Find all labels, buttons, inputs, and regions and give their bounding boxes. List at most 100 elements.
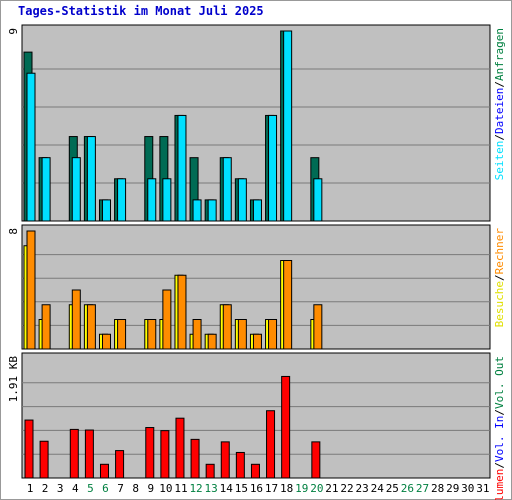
day-label-9: 9 [147,482,154,495]
volume-legend-item: / [493,462,506,469]
requests-legend-item: Anfragen [493,28,506,81]
day-label-7: 7 [117,482,124,495]
visits-bar-rechner-day-2 [41,304,51,350]
volume-bar-volumen-day-17 [266,410,276,479]
requests-legend-item: Dateien [493,88,506,134]
volume-bar-volumen-day-16 [250,463,260,479]
visits-bar-rechner-day-7 [117,319,127,350]
volume-bar-volumen-day-2 [39,440,49,479]
day-label-8: 8 [132,482,139,495]
visits-ymax-label: 8 [7,228,20,235]
volume-legend-item: Vol. In [493,416,506,462]
day-label-1: 1 [27,482,34,495]
visits-bar-rechner-day-5 [86,304,96,350]
day-label-25: 25 [386,482,399,495]
day-label-24: 24 [371,482,385,495]
requests-bar-dateien-day-18 [283,30,293,222]
volume-bar-volumen-day-11 [175,417,185,479]
visits-bar-rechner-day-11 [177,274,187,350]
visits-bar-rechner-day-10 [162,289,172,350]
visits-bar-rechner-day-18 [283,260,293,350]
volume-ymax-label: 1.91 KB [7,356,20,403]
visits-bar-rechner-day-20 [313,304,323,350]
requests-bar-dateien-day-6 [101,199,111,222]
day-label-17: 17 [265,482,278,495]
day-label-18: 18 [280,482,293,495]
visits-bar-rechner-day-4 [71,289,81,350]
day-label-4: 4 [72,482,79,495]
volume-bar-volumen-day-13 [205,463,215,479]
day-label-14: 14 [220,482,234,495]
requests-legend-item: Seiten [493,141,506,181]
day-label-23: 23 [356,482,369,495]
visits-bar-rechner-day-12 [192,319,202,350]
visits-legend-item: Rechner [493,228,506,275]
requests-bar-dateien-day-1 [26,72,36,222]
volume-bar-volumen-day-1 [24,419,34,479]
requests-bar-dateien-day-7 [117,178,127,222]
requests-bar-dateien-day-15 [237,178,247,222]
day-label-26: 26 [401,482,414,495]
volume-legend-item: / [493,409,506,416]
day-label-31: 31 [476,482,489,495]
day-label-29: 29 [446,482,459,495]
requests-bar-dateien-day-2 [41,157,51,222]
day-label-19: 19 [295,482,308,495]
requests-bar-dateien-day-5 [86,136,96,222]
requests-bar-dateien-day-10 [162,178,172,222]
requests-bar-dateien-day-16 [252,199,262,222]
day-label-6: 6 [102,482,109,495]
volume-bar-volumen-day-5 [84,429,94,479]
visits-bar-rechner-day-14 [222,304,232,350]
visits-legend: Besuche/Rechner [493,228,506,328]
visits-bar-rechner-day-1 [26,230,36,350]
day-label-3: 3 [57,482,64,495]
day-label-13: 13 [205,482,218,495]
visits-bar-rechner-day-6 [101,333,111,350]
day-label-15: 15 [235,482,248,495]
requests-bar-dateien-day-17 [268,114,278,222]
volume-bar-volumen-day-6 [99,463,109,479]
volume-legend-item: Volumen [493,469,506,500]
volume-bar-volumen-day-15 [235,451,245,479]
day-label-21: 21 [325,482,338,495]
requests-legend: Seiten/Dateien/Anfragen [493,28,506,180]
day-label-16: 16 [250,482,263,495]
day-label-22: 22 [340,482,353,495]
requests-bar-dateien-day-4 [71,157,81,222]
visits-bar-rechner-day-17 [268,319,278,350]
day-label-30: 30 [461,482,474,495]
day-label-12: 12 [189,482,202,495]
requests-bar-dateien-day-14 [222,157,232,222]
day-label-2: 2 [42,482,49,495]
volume-bar-volumen-day-10 [160,430,170,479]
requests-ymax-label: 9 [7,28,20,35]
volume-bar-volumen-day-9 [145,427,155,479]
requests-legend-item: / [493,81,506,88]
volume-bar-volumen-day-12 [190,438,200,479]
requests-panel [21,24,491,222]
volume-bar-volumen-day-7 [115,450,125,479]
visits-legend-item: / [493,274,506,281]
visits-bar-rechner-day-15 [237,319,247,350]
day-label-5: 5 [87,482,94,495]
requests-bar-dateien-day-12 [192,199,202,222]
day-label-28: 28 [431,482,444,495]
volume-legend-item: Vol. Out [493,356,506,409]
day-label-11: 11 [174,482,187,495]
visits-bar-rechner-day-9 [147,319,157,350]
volume-bar-volumen-day-4 [69,428,79,479]
volume-bar-volumen-day-14 [220,441,230,479]
visits-legend-item: Besuche [493,281,506,327]
chart-title: Tages-Statistik im Monat Juli 2025 [18,4,264,18]
volume-bar-volumen-day-18 [281,375,291,479]
requests-bar-dateien-day-20 [313,178,323,222]
visits-bar-rechner-day-16 [252,333,262,350]
requests-bar-dateien-day-9 [147,178,157,222]
visits-bar-rechner-day-13 [207,333,217,350]
volume-legend: Volumen/Vol. In/Vol. Out [493,356,506,500]
volume-bar-volumen-day-20 [311,441,321,479]
requests-bar-dateien-day-13 [207,199,217,222]
requests-legend-item: / [493,134,506,141]
